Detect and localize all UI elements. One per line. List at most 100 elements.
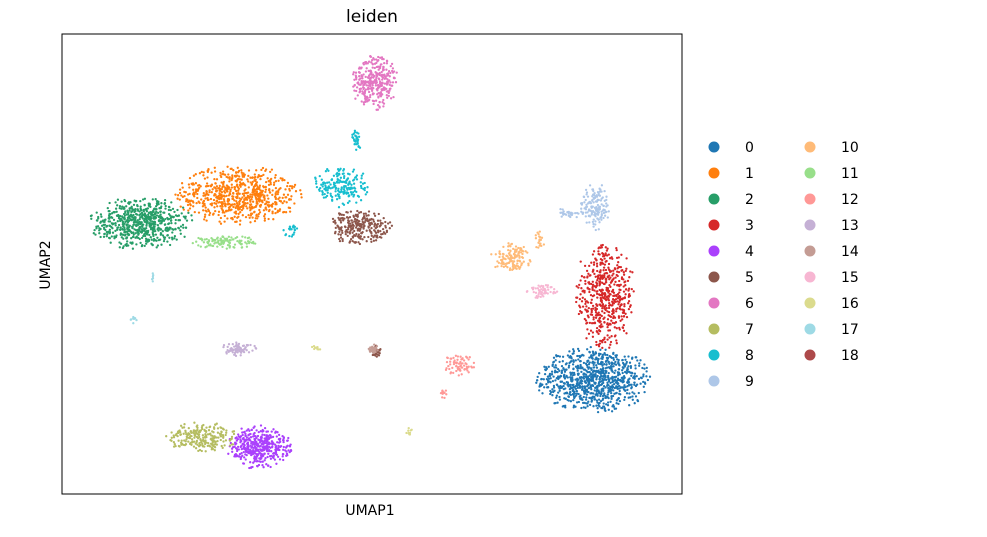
data-point (272, 218, 275, 221)
data-point (593, 389, 596, 392)
data-point (138, 217, 141, 221)
data-point (353, 129, 357, 132)
data-point (643, 367, 646, 370)
data-point (170, 215, 173, 219)
data-point (138, 210, 141, 213)
data-point (599, 262, 603, 265)
data-point (139, 205, 142, 208)
data-point (564, 213, 568, 216)
data-point (255, 454, 259, 457)
data-point (585, 385, 589, 388)
data-point (276, 441, 279, 444)
data-point (284, 211, 288, 214)
data-point (333, 185, 336, 188)
data-point (365, 217, 369, 220)
data-point (285, 454, 288, 457)
data-point (255, 190, 259, 194)
data-point (498, 255, 501, 259)
data-point (602, 405, 605, 408)
data-point (623, 305, 626, 308)
data-point (394, 81, 398, 84)
data-point (232, 205, 235, 209)
data-point (258, 204, 262, 207)
data-point (231, 351, 234, 354)
data-point (197, 449, 200, 453)
data-point (596, 312, 599, 315)
data-point (238, 240, 242, 244)
data-point (367, 235, 370, 239)
data-point (615, 399, 619, 402)
data-point (176, 197, 179, 200)
data-point (196, 429, 199, 432)
data-point (168, 243, 172, 247)
data-point (363, 235, 366, 239)
data-point (576, 381, 579, 384)
data-point (187, 426, 190, 430)
data-point (579, 365, 582, 368)
data-point (580, 406, 583, 410)
data-point (612, 277, 615, 280)
data-point (372, 353, 375, 356)
data-point (159, 215, 163, 218)
data-point (368, 74, 371, 78)
data-point (250, 205, 254, 208)
data-point (584, 206, 587, 209)
data-point (265, 430, 268, 433)
data-point (136, 208, 139, 211)
data-point (613, 322, 616, 325)
data-point (613, 316, 617, 319)
data-point (366, 96, 369, 100)
data-point (119, 226, 122, 229)
data-point (202, 171, 205, 174)
data-point (257, 430, 260, 434)
data-point (603, 214, 607, 217)
data-point (624, 269, 627, 273)
data-point (251, 349, 254, 352)
data-point (247, 213, 250, 217)
data-point (591, 193, 595, 196)
data-point (237, 344, 240, 347)
data-point (536, 287, 540, 290)
data-point (253, 457, 256, 460)
data-point (150, 242, 153, 245)
data-point (610, 363, 614, 366)
data-point (618, 288, 621, 291)
data-point (602, 269, 605, 272)
data-point (150, 278, 154, 281)
data-point (512, 252, 516, 256)
data-point (321, 191, 324, 194)
data-point (599, 368, 602, 371)
data-point (141, 244, 144, 247)
data-point (226, 190, 229, 193)
data-point (388, 227, 391, 230)
data-point (407, 429, 410, 432)
data-point (615, 339, 618, 342)
data-point (178, 191, 182, 195)
data-point (354, 139, 357, 142)
data-point (262, 209, 266, 212)
data-point (230, 443, 234, 446)
data-point (618, 284, 621, 288)
data-point (600, 184, 604, 187)
data-point (385, 60, 389, 63)
data-point (331, 186, 334, 189)
data-point (271, 193, 274, 197)
data-point (230, 437, 233, 440)
data-point (601, 339, 605, 342)
data-point (368, 82, 371, 85)
data-point (213, 170, 217, 173)
data-point (99, 213, 103, 216)
data-point (255, 429, 258, 432)
data-point (378, 224, 381, 228)
data-point (182, 208, 185, 211)
data-point (576, 364, 580, 367)
data-point (321, 185, 324, 188)
data-point (236, 239, 239, 243)
data-point (549, 389, 552, 393)
data-point (209, 184, 212, 187)
data-point (266, 201, 270, 204)
data-point (326, 181, 329, 184)
data-point (633, 381, 636, 384)
data-point (593, 361, 596, 364)
data-point (281, 177, 284, 180)
